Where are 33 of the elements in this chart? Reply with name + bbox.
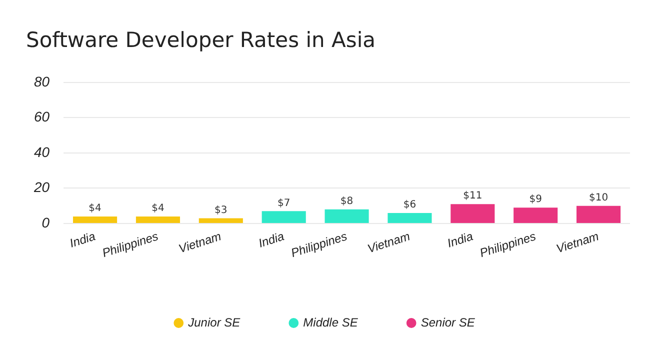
- bar: [198, 218, 243, 224]
- bar: [388, 212, 432, 224]
- legend-label: Junior SE: [187, 315, 242, 330]
- legend-label: Middle SE: [303, 315, 359, 330]
- x-tick-label: Vietnam: [554, 229, 600, 256]
- bar: [576, 206, 621, 224]
- data-label: $4: [88, 203, 102, 214]
- data-label: $3: [214, 204, 228, 216]
- data-label: $11: [463, 190, 482, 202]
- x-tick-label: India: [68, 228, 98, 250]
- y-tick-label: 40: [34, 144, 50, 160]
- data-label: $4: [152, 203, 164, 214]
- x-tick-label: Vietnam: [176, 229, 223, 256]
- bar: [136, 216, 180, 224]
- y-tick-label: 60: [34, 108, 50, 125]
- x-tick-label: Vietnam: [366, 229, 412, 256]
- bar: [450, 204, 495, 224]
- y-tick-label: 80: [34, 73, 50, 90]
- bar: [262, 211, 306, 224]
- bar: [514, 208, 558, 224]
- data-label: $10: [588, 192, 608, 204]
- data-label: $8: [340, 196, 354, 208]
- bar: [73, 216, 118, 224]
- x-tick-label: India: [256, 228, 286, 250]
- data-label: $6: [403, 200, 416, 211]
- y-tick-label: 0: [42, 214, 50, 230]
- y-tick-label: 20: [32, 179, 50, 196]
- legend-label: Senior SE: [420, 315, 476, 330]
- x-tick-label: India: [446, 228, 475, 250]
- data-label: $9: [529, 194, 542, 206]
- bar: [324, 209, 369, 224]
- data-label: $7: [277, 198, 290, 209]
- chart-title: Software Developer Rates in Asia: [26, 28, 376, 52]
